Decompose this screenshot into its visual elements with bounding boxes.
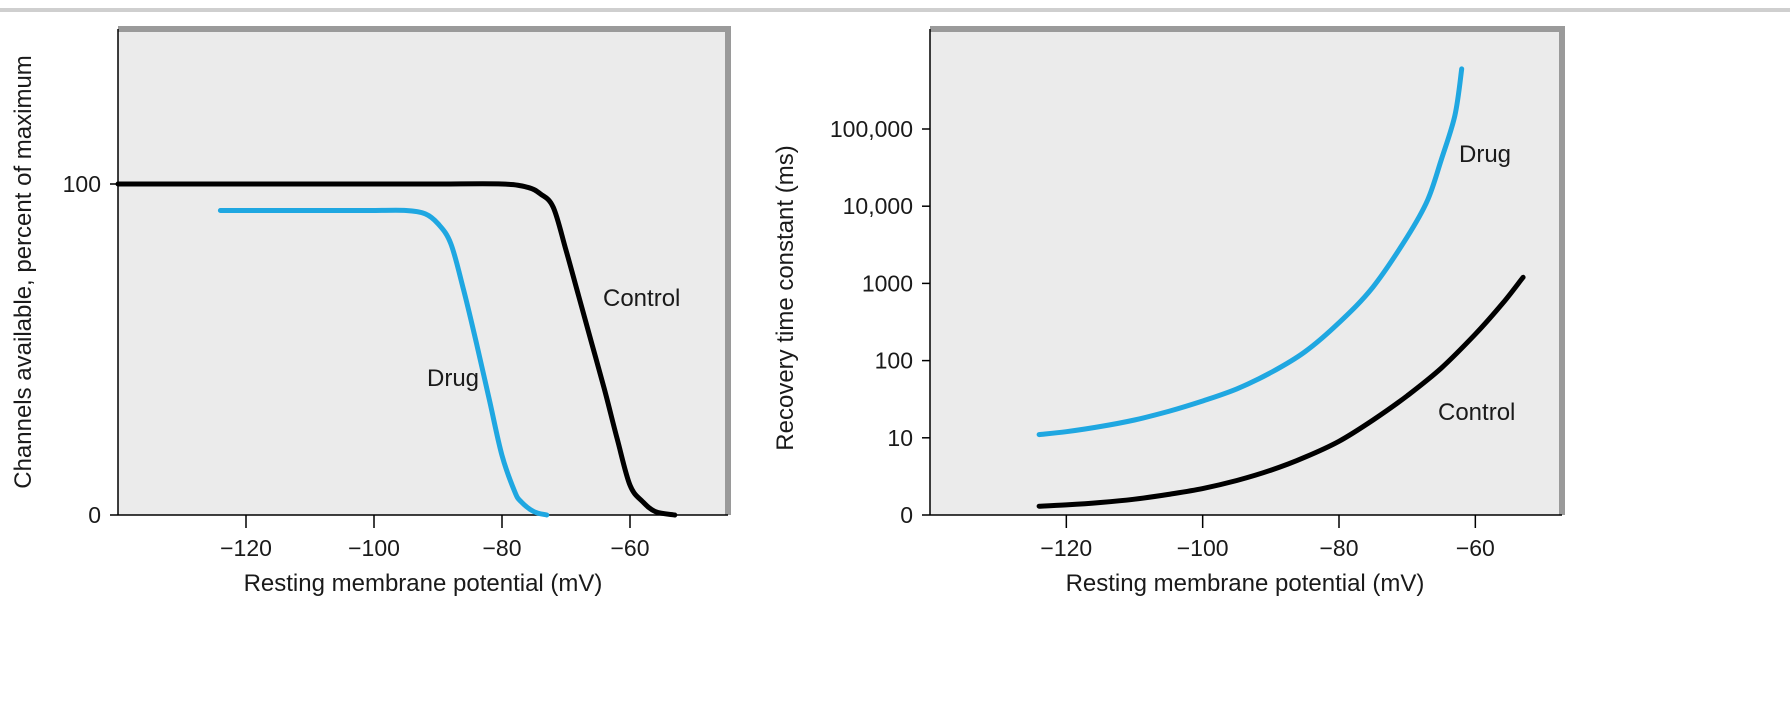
top-divider bbox=[0, 8, 1790, 12]
left-chart: −120 −100 −80 −60 0 100 Control Drug Resting… bbox=[10, 26, 731, 597]
y-tick-label: 0 bbox=[900, 502, 913, 528]
right-chart: −120 −100 −80 −60 0 10 100 1000 10,000 100,000 D… bbox=[772, 26, 1565, 597]
left-plot-frame bbox=[118, 26, 731, 515]
right-series-lines bbox=[1036, 66, 1526, 509]
x-tick-label: −100 bbox=[348, 535, 400, 561]
left-plot-area bbox=[118, 29, 728, 515]
x-tick-label: −120 bbox=[220, 535, 272, 561]
x-tick-label: −60 bbox=[610, 535, 649, 561]
left-y-ticks: 0 100 bbox=[63, 171, 118, 528]
left-series-label-control: Control bbox=[603, 285, 680, 312]
left-series-label-drug: Drug bbox=[427, 365, 479, 392]
x-tick-label: −120 bbox=[1040, 535, 1092, 561]
y-tick-label: 1000 bbox=[862, 270, 913, 296]
right-y-axis-label: Recovery time constant (ms) bbox=[772, 145, 799, 450]
series-line-drug bbox=[1036, 66, 1465, 438]
y-tick-label: 10 bbox=[887, 425, 913, 451]
right-plot-area bbox=[930, 29, 1562, 515]
x-tick-label: −80 bbox=[1319, 535, 1358, 561]
y-tick-label: 0 bbox=[88, 502, 101, 528]
right-series-label-control: Control bbox=[1438, 399, 1515, 426]
y-tick-label: 10,000 bbox=[843, 193, 913, 219]
right-plot-frame bbox=[930, 26, 1565, 515]
y-tick-label: 100 bbox=[875, 348, 913, 374]
x-tick-label: −80 bbox=[482, 535, 521, 561]
right-series-label-drug: Drug bbox=[1459, 141, 1511, 168]
series-line-drug bbox=[217, 207, 550, 518]
right-x-ticks: −120 −100 −80 −60 bbox=[1040, 515, 1495, 561]
y-tick-label: 100 bbox=[63, 171, 101, 197]
x-tick-label: −100 bbox=[1177, 535, 1229, 561]
left-series-lines bbox=[115, 181, 678, 518]
right-x-axis-label: Resting membrane potential (mV) bbox=[1066, 570, 1425, 597]
left-x-ticks: −120 −100 −80 −60 bbox=[220, 515, 650, 561]
series-line-control bbox=[1036, 274, 1526, 509]
y-tick-label: 100,000 bbox=[830, 116, 913, 142]
left-y-axis-label: Channels available, percent of maximum bbox=[10, 55, 37, 489]
right-y-ticks: 0 10 100 1000 10,000 100,000 bbox=[830, 116, 930, 528]
series-line-control bbox=[115, 181, 678, 518]
left-x-axis-label: Resting membrane potential (mV) bbox=[244, 570, 603, 597]
x-tick-label: −60 bbox=[1456, 535, 1495, 561]
